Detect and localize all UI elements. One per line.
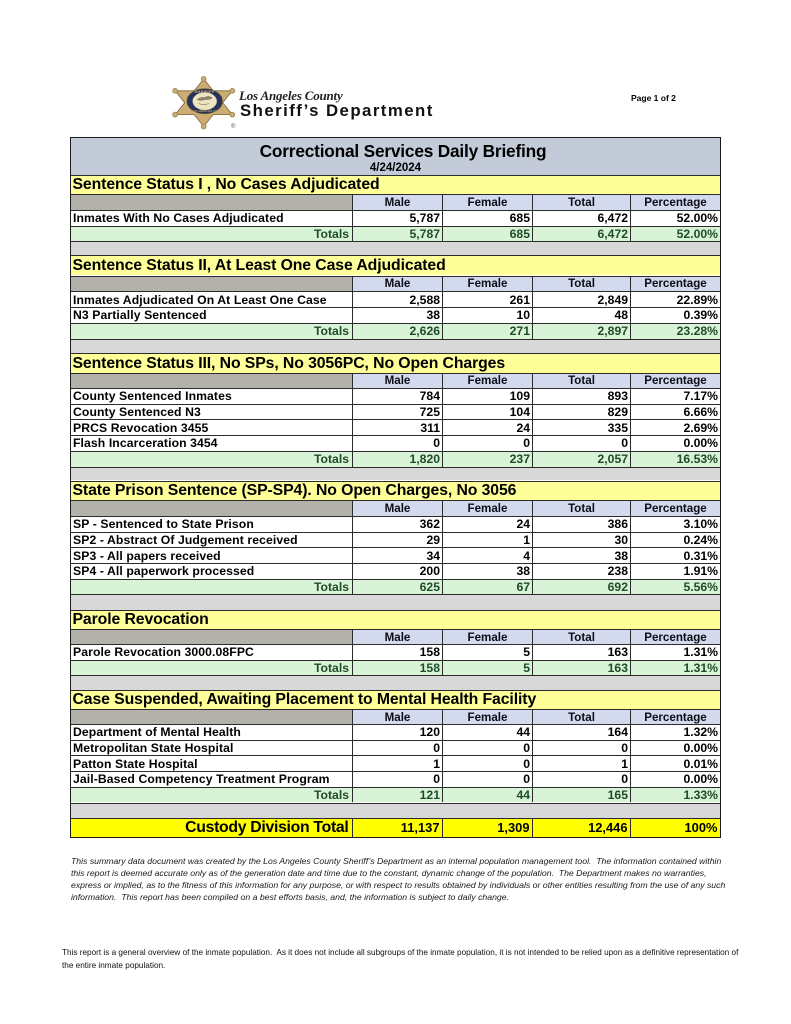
- svg-text:SHERIFF: SHERIFF: [194, 89, 215, 94]
- svg-text:LOS ANGELES CO.: LOS ANGELES CO.: [191, 109, 219, 113]
